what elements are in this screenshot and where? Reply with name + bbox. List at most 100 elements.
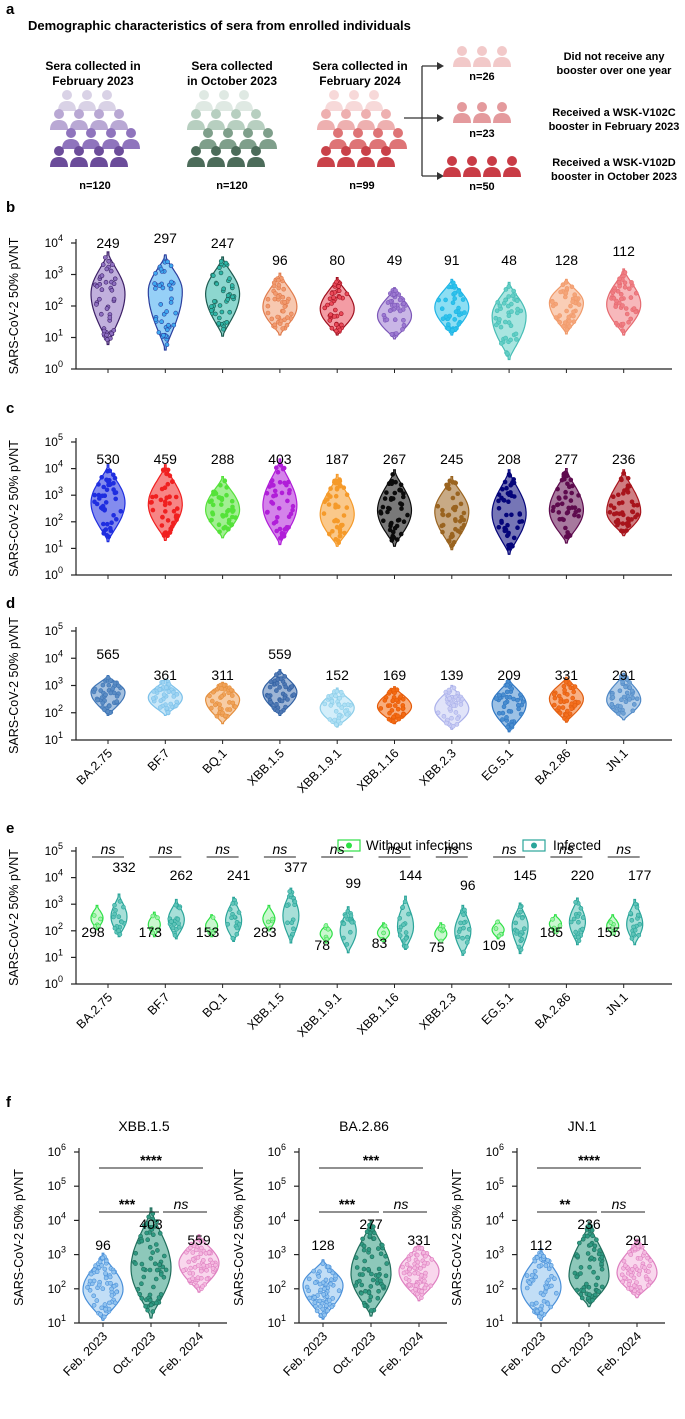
data-point <box>401 519 407 525</box>
data-point <box>210 511 216 517</box>
data-point <box>394 523 400 529</box>
data-point <box>635 512 640 518</box>
data-point <box>103 255 108 260</box>
data-point <box>375 1246 381 1251</box>
data-point <box>414 1291 420 1297</box>
data-point <box>529 1301 535 1307</box>
data-point <box>508 337 513 343</box>
data-point <box>560 282 566 288</box>
violin-XBB.1.16 <box>376 686 413 725</box>
data-point <box>451 685 457 691</box>
violin-without-EG.5.1 <box>491 919 505 940</box>
data-point <box>647 1263 652 1269</box>
data-point <box>361 1243 367 1249</box>
person-icon <box>227 109 245 130</box>
person-icon <box>365 90 383 111</box>
x-tick-label: BF.7 <box>145 746 173 774</box>
data-point <box>104 1258 109 1264</box>
data-point <box>368 1284 374 1289</box>
person-icon <box>247 146 265 167</box>
data-point <box>520 699 526 705</box>
data-point <box>149 926 155 931</box>
data-point <box>459 525 465 531</box>
data-point <box>173 494 179 500</box>
y-tick-label: 101 <box>45 730 63 747</box>
x-tick-label: BA.2.86 <box>532 746 573 787</box>
data-point <box>511 696 516 702</box>
data-point <box>323 1303 329 1308</box>
data-point <box>562 687 567 693</box>
data-point <box>397 297 403 303</box>
data-point <box>165 259 170 265</box>
data-point <box>524 1273 530 1278</box>
data-point <box>275 469 281 475</box>
data-point <box>147 1267 153 1273</box>
data-point <box>394 537 400 542</box>
data-point <box>502 479 508 485</box>
data-point <box>501 704 507 710</box>
person-icon <box>90 146 108 167</box>
data-point <box>368 1294 374 1299</box>
data-point <box>589 1227 595 1233</box>
gmt-without-label: 109 <box>482 937 506 953</box>
data-point <box>117 932 123 937</box>
data-point <box>195 1255 201 1260</box>
data-point <box>500 486 505 492</box>
data-point <box>581 1288 587 1293</box>
sig-label: ns <box>215 841 230 857</box>
data-point <box>621 711 626 716</box>
data-point <box>176 921 181 926</box>
person-icon <box>493 46 511 67</box>
data-point <box>94 283 100 289</box>
data-point <box>628 295 634 300</box>
data-point <box>224 492 229 498</box>
data-point <box>109 520 114 526</box>
data-point <box>459 696 465 702</box>
data-point <box>390 719 396 724</box>
data-point <box>587 1292 592 1297</box>
data-point <box>568 919 574 925</box>
gmt-without-label: 153 <box>196 924 220 940</box>
violin-points <box>493 919 504 939</box>
data-point <box>629 917 635 923</box>
data-point <box>387 710 392 716</box>
person-icon <box>389 128 407 149</box>
data-point <box>550 508 556 514</box>
data-point <box>496 498 501 504</box>
data-point <box>92 499 97 505</box>
y-tick-label: 101 <box>48 1313 66 1330</box>
y-tick-label: 104 <box>48 1210 66 1227</box>
data-point <box>97 1259 103 1265</box>
violin-points <box>381 288 408 338</box>
data-point <box>104 266 110 272</box>
y-tick-label: 102 <box>45 703 63 720</box>
data-point <box>452 480 458 485</box>
panel-c-axes: 100 101 102 103 104 105 SARS-CoV-2 50% pVNT 530… <box>7 432 672 582</box>
group-1-label-line2: February 2023 <box>52 74 134 88</box>
person-icon <box>317 109 335 130</box>
data-point <box>611 511 617 517</box>
data-point <box>229 283 235 288</box>
data-point <box>563 679 569 685</box>
data-point <box>384 1261 390 1266</box>
data-point <box>560 323 566 329</box>
data-point <box>415 1259 421 1265</box>
data-point <box>509 512 514 518</box>
violin-infected-XBB.1.16 <box>396 895 415 951</box>
violin-infected-XBB.2.3 <box>454 904 472 956</box>
data-point <box>163 509 168 514</box>
data-point <box>154 1219 159 1224</box>
data-point <box>333 708 339 714</box>
sig-label: ns <box>387 841 402 857</box>
subplot-title: JN.1 <box>568 1118 597 1134</box>
data-point <box>450 723 456 729</box>
y-tick-label: 104 <box>45 459 63 476</box>
data-point <box>109 287 115 293</box>
data-point <box>390 529 396 535</box>
branch-arrows <box>404 65 440 177</box>
data-point <box>458 292 464 298</box>
data-point <box>234 925 240 931</box>
data-point <box>369 1254 375 1260</box>
data-point <box>287 889 293 894</box>
violin-infected-XBB.1.9.1 <box>339 906 357 954</box>
